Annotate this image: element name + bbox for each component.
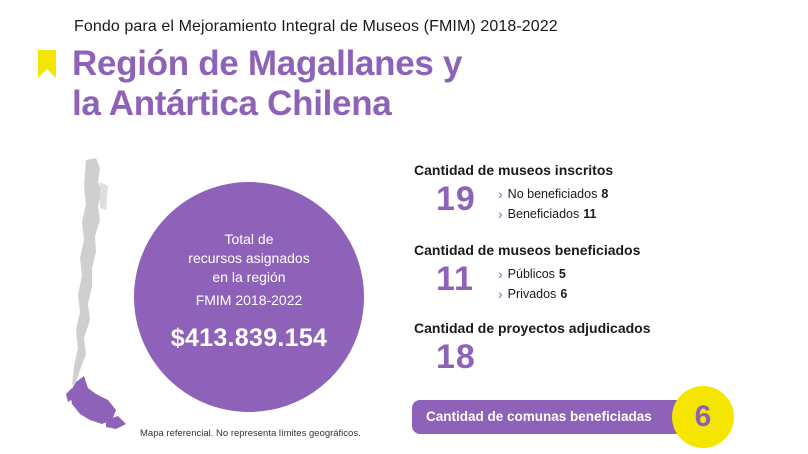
stat-value: 19	[436, 180, 476, 218]
stat-value: 11	[436, 260, 474, 298]
list-item: › Privados 6	[498, 284, 567, 304]
total-resources-label-line-2: recursos asignados	[188, 250, 310, 266]
stat-museos-beneficiados: Cantidad de museos beneficiados 11 › Púb…	[414, 242, 640, 302]
comunas-label: Cantidad de comunas beneficiadas	[426, 409, 652, 424]
total-resources-amount: $413.839.154	[170, 324, 328, 352]
stat-heading: Cantidad de proyectos adjudicados	[414, 320, 651, 336]
comunas-banner: Cantidad de comunas beneficiadas	[412, 400, 696, 434]
total-resources-label-line-1: Total de	[224, 231, 274, 247]
stat-value: 18	[436, 338, 476, 376]
page-title-line-2: la Antártica Chilena	[72, 84, 392, 123]
list-item: › No beneficiados 8	[498, 184, 608, 204]
list-item-label: Públicos	[507, 267, 555, 281]
total-resources-label: Total de recursos asignados en la región	[154, 230, 344, 287]
list-item-value: 8	[601, 187, 609, 201]
list-item: › Beneficiados 11	[498, 204, 608, 224]
list-item-value: 11	[583, 207, 597, 221]
total-resources-circle: Total de recursos asignados en la región…	[134, 182, 364, 412]
total-resources-label-line-3: en la región	[212, 269, 286, 285]
stat-museos-inscritos: Cantidad de museos inscritos 19 › No ben…	[414, 162, 613, 222]
chevron-right-icon: ›	[498, 186, 503, 202]
bookmark-icon	[38, 50, 56, 78]
map-note: Mapa referencial. No representa límites …	[140, 428, 361, 439]
list-item: › Públicos 5	[498, 264, 567, 284]
stat-heading: Cantidad de museos beneficiados	[414, 242, 641, 258]
chevron-right-icon: ›	[498, 266, 503, 282]
total-resources-period: FMIM 2018-2022	[195, 292, 303, 308]
stat-proyectos-adjudicados: Cantidad de proyectos adjudicados 18	[414, 320, 651, 380]
comunas-value-badge: 6	[672, 386, 734, 448]
list-item-value: 5	[558, 267, 566, 281]
page-title: Región de Magallanes y la Antártica Chil…	[72, 44, 462, 124]
list-item-label: Beneficiados	[507, 207, 580, 221]
header-kicker: Fondo para el Mejoramiento Integral de M…	[74, 18, 558, 35]
list-item-value: 6	[560, 287, 568, 301]
list-item-label: No beneficiados	[507, 187, 598, 201]
list-item-label: Privados	[507, 287, 557, 301]
chevron-right-icon: ›	[498, 286, 503, 302]
page-title-line-1: Región de Magallanes y	[72, 44, 463, 83]
chevron-right-icon: ›	[498, 206, 503, 222]
stat-heading: Cantidad de museos inscritos	[414, 162, 614, 178]
chile-map-icon	[66, 158, 126, 429]
